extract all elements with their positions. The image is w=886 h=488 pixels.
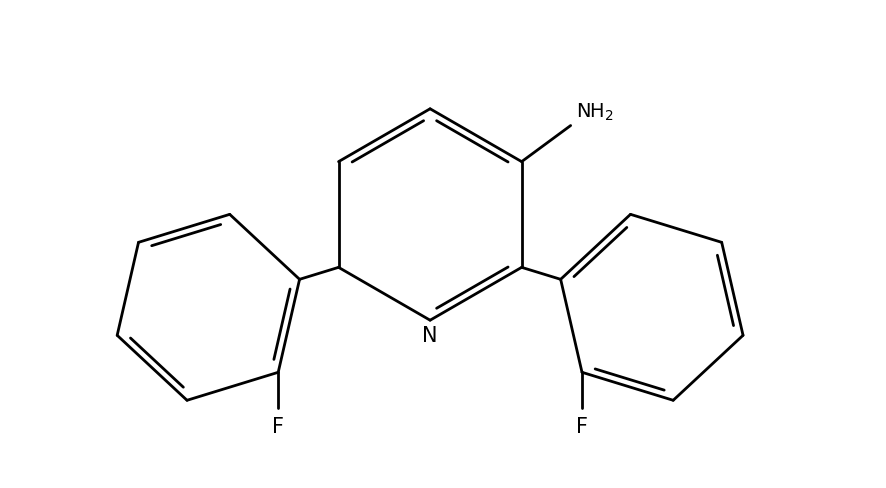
Text: F: F: [272, 416, 284, 436]
Text: F: F: [576, 416, 588, 436]
Text: N: N: [423, 325, 438, 346]
Text: NH$_2$: NH$_2$: [576, 101, 614, 122]
